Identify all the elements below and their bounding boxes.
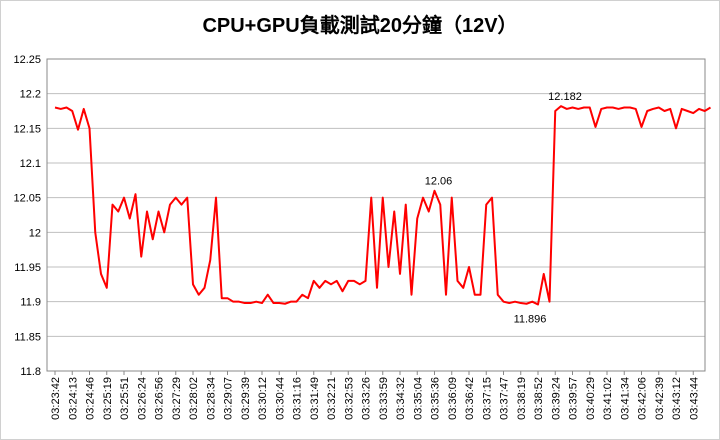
data-line	[54, 105, 712, 306]
x-tick-label: 03:27:29	[171, 377, 183, 420]
x-tick-label: 03:30:44	[274, 377, 286, 420]
x-tick-label: 03:34:32	[395, 377, 407, 420]
x-tick-label: 03:32:53	[343, 377, 355, 420]
y-tick-label: 12.25	[13, 54, 41, 66]
x-tick-label: 03:43:44	[688, 377, 700, 420]
y-tick-label: 11.8	[20, 366, 41, 378]
x-tick-label: 03:42:06	[637, 377, 649, 420]
x-tick-label: 03:40:29	[585, 377, 597, 420]
y-tick-label: 12	[29, 227, 41, 239]
x-tick-label: 03:35:36	[430, 377, 442, 420]
y-tick-label: 12.15	[13, 123, 41, 135]
chart-title: CPU+GPU負載測試20分鐘（12V）	[202, 13, 517, 37]
x-tick-label: 03:26:56	[154, 377, 166, 420]
x-tick-label: 03:36:42	[464, 377, 476, 420]
x-tick-label: 03:25:51	[119, 377, 131, 420]
x-tick-label: 03:28:02	[188, 377, 200, 420]
x-tick-label: 03:37:47	[499, 377, 511, 420]
x-tick-label: 03:31:16	[292, 377, 304, 420]
data-label: 11.896	[514, 313, 547, 325]
x-tick-label: 03:24:13	[67, 377, 79, 420]
x-tick-label: 03:41:34	[619, 377, 631, 420]
x-tick-label: 03:38:52	[533, 377, 545, 420]
x-tick-label: 03:33:26	[361, 377, 373, 420]
x-tick-label: 03:39:57	[568, 377, 580, 420]
x-tick-label: 03:32:21	[326, 377, 338, 420]
y-tick-label: 12.2	[20, 89, 41, 101]
y-tick-label: 11.95	[14, 262, 41, 274]
x-tick-label: 03:29:07	[223, 377, 235, 420]
x-tick-label: 03:25:19	[102, 377, 114, 420]
x-tick-label: 03:42:39	[654, 377, 666, 420]
x-tick-label: 03:36:09	[447, 377, 459, 420]
x-tick-label: 03:33:59	[378, 377, 390, 420]
x-tick-label: 03:24:46	[85, 377, 97, 420]
x-tick-label: 03:35:04	[412, 377, 424, 420]
y-tick-label: 12.05	[13, 193, 41, 205]
x-tick-label: 03:31:49	[309, 377, 321, 420]
x-tick-label: 03:29:39	[240, 377, 252, 420]
data-label: 12.182	[548, 91, 582, 103]
x-tick-label: 03:43:12	[671, 377, 683, 420]
y-tick-label: 12.1	[20, 158, 41, 170]
x-tick-label: 03:30:12	[257, 377, 269, 420]
plot-border	[46, 58, 706, 372]
y-tick-label: 11.9	[20, 297, 41, 309]
y-tick-label: 11.85	[14, 331, 41, 343]
x-tick-label: 03:39:24	[550, 377, 562, 420]
x-tick-label: 03:37:15	[481, 377, 493, 420]
data-label: 12.06	[425, 176, 453, 188]
x-tick-label: 03:41:02	[602, 377, 614, 420]
x-tick-label: 03:38:19	[516, 377, 528, 420]
x-tick-label: 03:26:24	[136, 377, 148, 420]
x-tick-label: 03:23:42	[50, 377, 62, 420]
x-tick-label: 03:28:34	[205, 377, 217, 420]
